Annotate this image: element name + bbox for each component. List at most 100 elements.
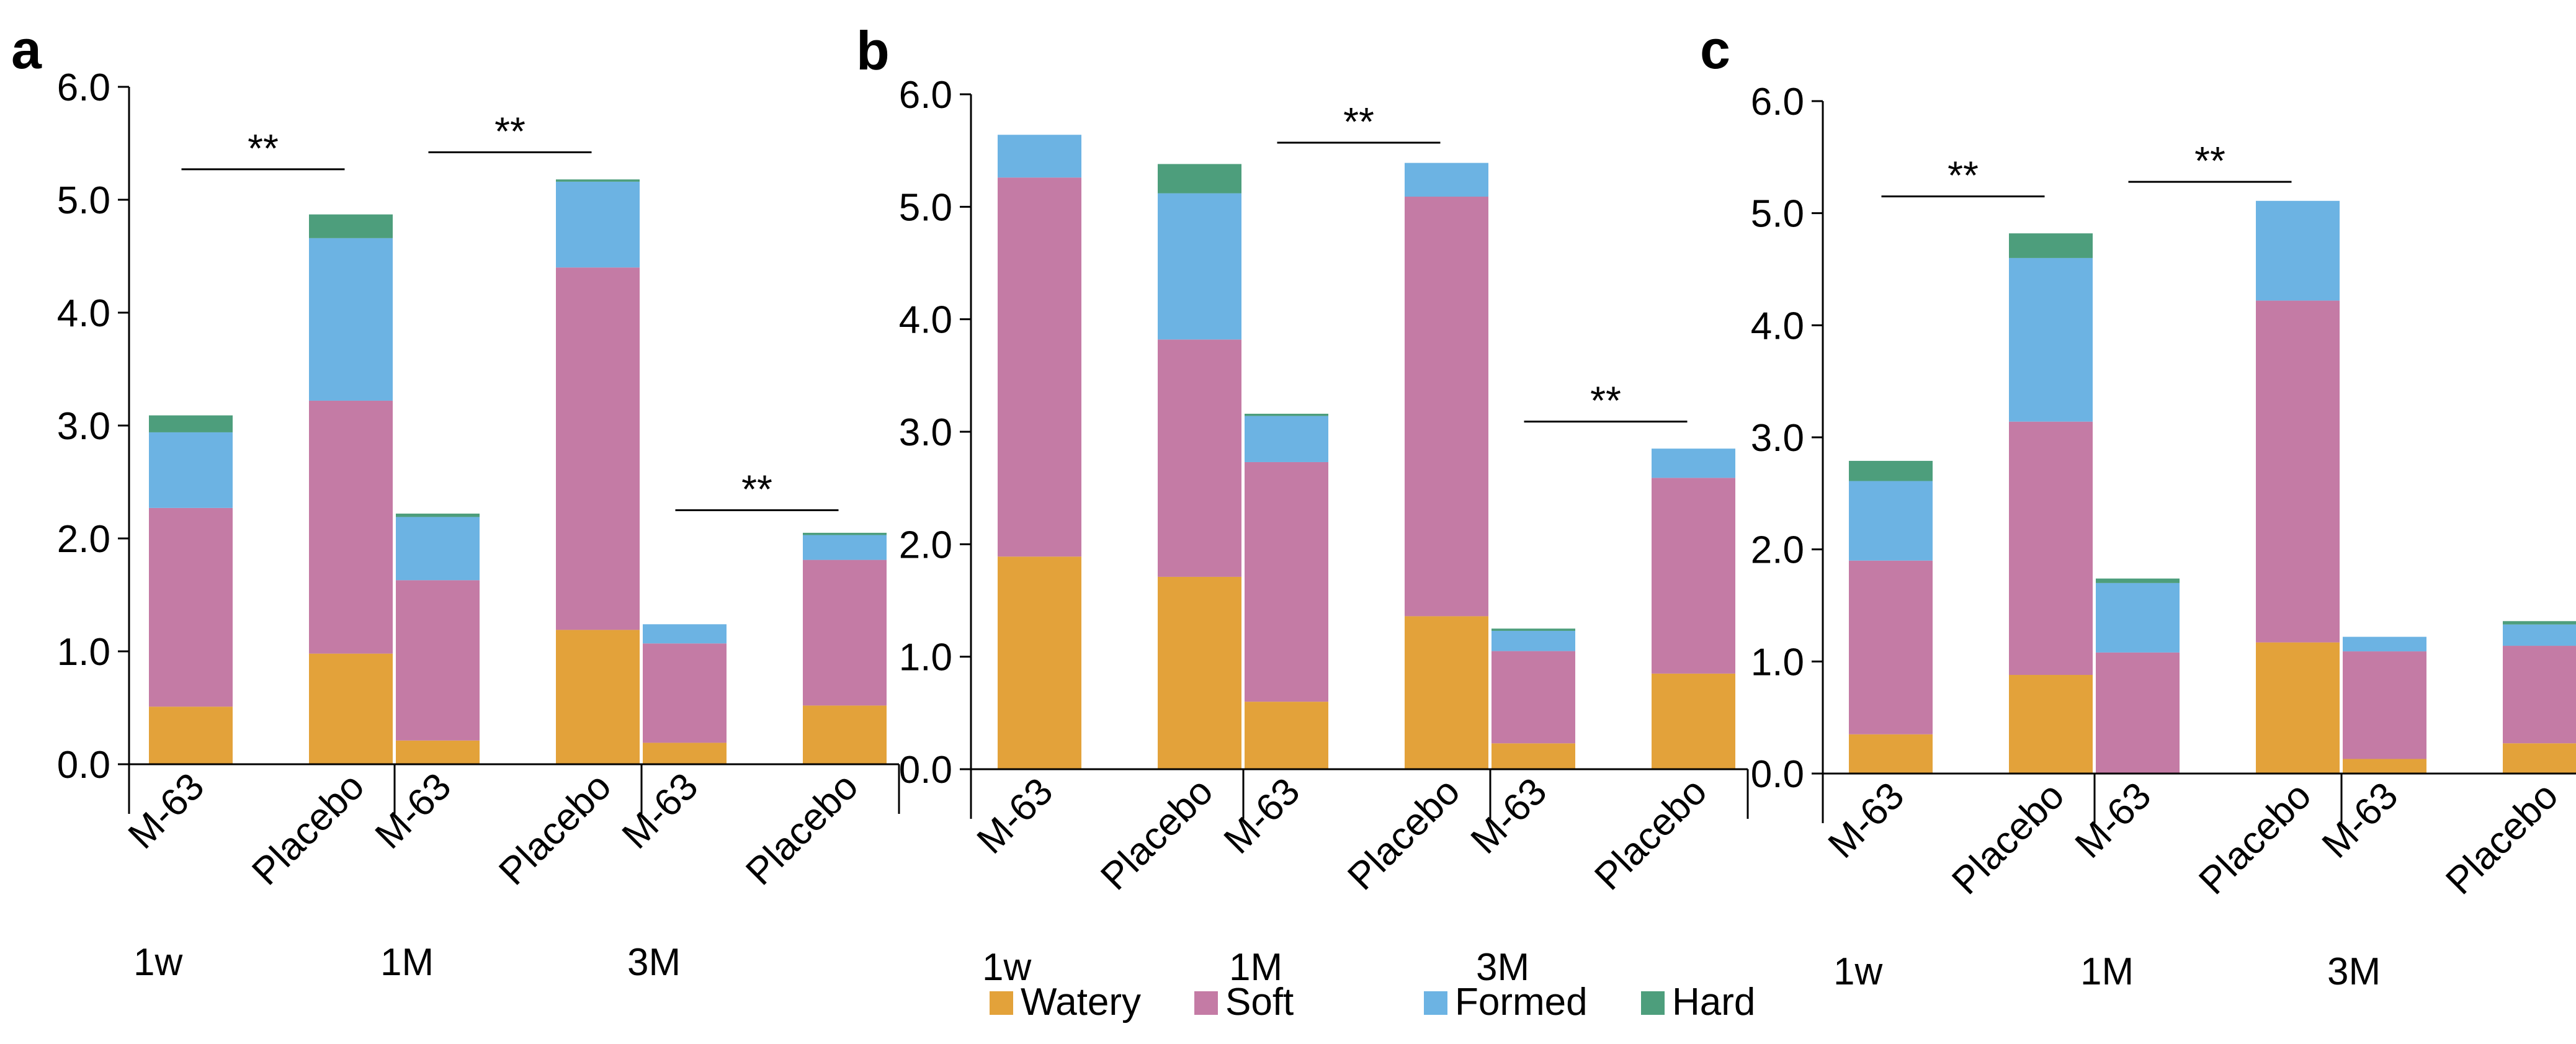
bar-segment-soft [2503,646,2576,744]
bar-segment-soft [149,507,233,707]
x-tick-label: Placebo [738,765,866,893]
legend-swatch [1641,991,1665,1015]
bar-segment-formed [396,517,480,581]
group-label: 1M [1229,946,1282,989]
bar-stack-1 [149,415,233,764]
x-tick-label: Placebo [1093,770,1221,898]
x-tick-label: Placebo [2438,774,2566,903]
y-tick-label: 6.0 [57,66,110,109]
bar-segment-formed [309,238,393,401]
bar-segment-soft [2343,651,2426,759]
bar-segment-formed [2343,636,2426,652]
bar-segment-watery [643,743,727,764]
y-tick-label: 3.0 [899,411,952,454]
y-tick-label: 4.0 [57,292,110,335]
bar-segment-soft [2096,652,2180,774]
bar-stack-6 [2503,621,2576,774]
x-tick-label: Placebo [491,765,619,893]
bar-segment-soft [396,580,480,741]
bar-stack-3 [1245,413,1328,769]
bar-segment-formed [643,624,727,644]
bar-segment-watery [998,556,1081,769]
bar-segment-hard [309,214,393,238]
bar-segment-watery [1491,743,1575,769]
bar-segment-soft [1491,651,1575,744]
bar-segment-hard [556,179,640,182]
bar-segment-hard [1245,413,1328,416]
bar-segment-soft [556,267,640,630]
x-tick-label: M-63 [1463,770,1555,862]
legend-item-soft: Soft [1194,981,1294,1024]
legend-item-formed: Formed [1424,981,1588,1024]
bar-segment-hard [2503,621,2576,625]
bar-segment-watery [2256,642,2340,774]
bar-segment-formed [803,535,887,560]
bar-stack-1 [998,135,1081,769]
y-tick-label: 0.0 [899,749,952,792]
bar-segment-soft [1405,197,1488,617]
y-tick-label: 1.0 [1751,641,1804,684]
y-tick-label: 2.0 [899,524,952,566]
bar-segment-watery [803,705,887,764]
x-tick-label: M-63 [120,765,213,857]
bar-stack-1 [1849,460,1933,774]
bar-stack-3 [396,513,480,764]
group-label: 1w [133,941,182,984]
x-tick-label: M-63 [969,770,1062,862]
y-tick-label: 2.0 [57,518,110,561]
bar-segment-soft [2009,421,2093,676]
bar-segment-watery [1245,702,1328,769]
legend-item-watery: Watery [990,981,1141,1024]
bar-segment-soft [643,643,727,743]
legend-label: Watery [1021,981,1141,1024]
x-tick-label: Placebo [244,765,372,893]
significance-label: ** [1343,99,1374,144]
bar-segment-soft [803,560,887,706]
bar-segment-watery [396,740,480,764]
group-label: 1w [1833,950,1882,993]
legend-label: Hard [1672,981,1755,1024]
bar-stack-4 [1405,163,1488,769]
x-tick-label: Placebo [1944,774,2072,903]
bar-stack-5 [1491,628,1575,769]
bar-segment-formed [1849,481,1933,561]
bar-segment-hard [149,415,233,432]
y-tick-label: 3.0 [57,405,110,448]
x-tick-label: Placebo [1339,770,1468,898]
bar-segment-soft [309,400,393,654]
bar-segment-watery [149,707,233,764]
bar-segment-watery [2343,759,2426,774]
group-label: 1M [2080,950,2134,993]
bar-segment-soft [998,177,1081,557]
bar-segment-hard [803,532,887,535]
bar-stack-6 [803,532,887,764]
x-tick-label: M-63 [367,765,460,857]
bar-segment-soft [1652,478,1735,674]
bar-segment-watery [1652,673,1735,769]
bar-segment-hard [1849,460,1933,481]
bar-segment-formed [1652,448,1735,478]
group-label: 1w [982,946,1031,989]
legend-label: Soft [1225,981,1294,1024]
legend-swatch [990,991,1013,1015]
group-label: 1M [380,941,434,984]
bar-stack-5 [643,624,727,764]
y-tick-label: 2.0 [1751,529,1804,572]
group-label: 3M [627,941,681,984]
bar-segment-watery [2503,743,2576,774]
y-tick-label: 6.0 [899,74,952,117]
bar-segment-soft [1245,462,1328,702]
bar-segment-soft [1849,560,1933,734]
bar-segment-watery [1405,616,1488,769]
x-tick-label: M-63 [2067,774,2160,867]
bar-segment-watery [1158,576,1241,769]
bar-stack-6 [1652,448,1735,769]
bar-segment-formed [149,432,233,508]
y-tick-label: 4.0 [1751,305,1804,347]
